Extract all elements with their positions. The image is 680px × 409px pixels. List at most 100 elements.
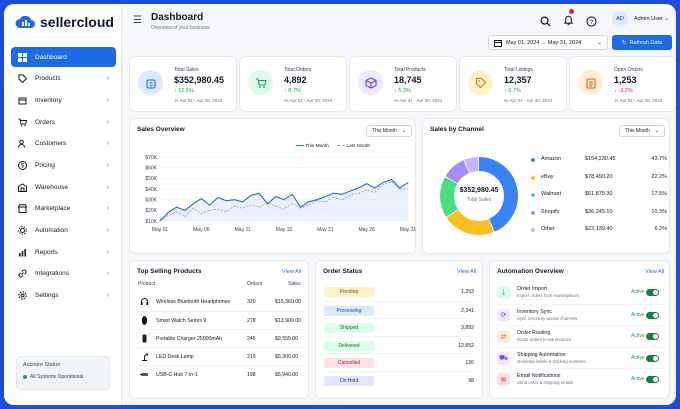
kpi-change-value: -3.2% — [618, 88, 633, 94]
automation-list: ⤓ Order Import Import orders from marketpl… — [497, 282, 665, 390]
sidebar-item-products[interactable]: Products › — [11, 69, 116, 89]
sales-by-channel-card: Sales by Channel This Month ⌄ $352,980.45… — [422, 118, 670, 254]
search-icon[interactable] — [540, 16, 551, 27]
avatar[interactable]: AD — [612, 11, 628, 27]
kpi-card-total-sales[interactable]: $ Total Sales $352,980.45 ↑ 12.5% vs Apr 01 … — [129, 56, 237, 112]
kpi-change: ↑ 8.7% — [284, 88, 301, 94]
automation-row: ⤓ Order Import Import orders from marketpl… — [497, 282, 665, 304]
header-icons: ? — [540, 9, 597, 30]
kpi-card-total-orders[interactable]: Total Orders 4,892 ↑ 8.7% vs Apr 01 - Apr 3… — [239, 56, 347, 112]
status-row[interactable]: Shipped 3,892 — [324, 318, 476, 336]
status-row[interactable]: On Hold 98 — [324, 370, 476, 389]
automation-status: Active — [631, 311, 645, 318]
channel-pct: 6.2% — [654, 226, 667, 232]
top-products-view-all[interactable]: View All — [282, 269, 302, 275]
data-point-this-month — [167, 212, 169, 213]
channel-pct: 43.7% — [651, 156, 667, 162]
automation-toggle[interactable] — [646, 289, 659, 296]
automation-desc: Sync inventory across channels — [517, 315, 578, 321]
kpi-label: Total Sales — [174, 67, 199, 73]
automation-toggle[interactable] — [646, 333, 659, 340]
sidebar-item-pricing[interactable]: $ Pricing › — [11, 155, 116, 175]
channel-legend-row: Amazon $154,230.45 43.7% — [531, 156, 667, 174]
data-point-last-month — [399, 188, 401, 190]
product-name: LED Desk Lamp — [156, 354, 194, 360]
sidebar-item-marketplace[interactable]: Marketplace › — [11, 199, 116, 219]
sidebar-item-label: Dashboard — [35, 53, 67, 61]
automation-view-all[interactable]: View All — [645, 269, 665, 275]
automation-desc: Import orders from marketplaces — [517, 293, 580, 298]
x-tick-label: May 31 — [400, 227, 417, 233]
date-range-picker[interactable]: May 01, 2024 → May 31, 2024 ⌄ — [488, 35, 608, 50]
notifications-button[interactable] — [563, 9, 574, 30]
sidebar-item-inventory[interactable]: Inventory › — [11, 90, 116, 110]
status-row[interactable]: Delivered 12,652 — [324, 335, 476, 354]
table-row[interactable]: Wireless Bluetooth Headphones 320 $15,360.… — [138, 293, 306, 311]
refresh-data-button[interactable]: ↻ Refresh Data — [612, 35, 672, 50]
kpi-card-total-products[interactable]: Total Products 18,745 ↑ 5.3% vs Apr 01 - Ap… — [349, 56, 457, 112]
headphones-icon — [140, 297, 149, 308]
svg-text:$: $ — [20, 164, 24, 170]
route-icon: ⇄ — [497, 330, 510, 343]
user-menu[interactable]: Admin User ⌄ — [634, 16, 669, 22]
kpi-change-value: 12.5% — [178, 88, 194, 94]
y-tick-label: $70K — [145, 155, 157, 161]
status-row[interactable]: Processing 2,341 — [324, 300, 476, 319]
kpi-card-open-orders[interactable]: Open Orders 1,253 ↓ -3.2% vs Apr 01 - Apr 3… — [569, 56, 676, 112]
sidebar-item-orders[interactable]: Orders › — [11, 112, 116, 132]
channel-filter[interactable]: This Month ⌄ — [619, 125, 665, 137]
kpi-label: Total Orders — [284, 67, 312, 73]
kpi-card-total-listings[interactable]: Total Listings 12,357 ↑ 6.7% vs Apr 01 - Ap… — [459, 56, 567, 112]
pie-slice-ebay[interactable] — [440, 157, 518, 235]
table-row[interactable]: USB-C Hub 7-in-1 198 $5,940.00 — [138, 365, 306, 383]
status-row[interactable]: Pending 1,253 — [324, 283, 476, 301]
x-tick-label: May 01 — [152, 227, 169, 233]
sidebar-item-label: Integrations — [35, 270, 69, 278]
chevron-right-icon: › — [106, 205, 109, 213]
data-point-this-month — [283, 199, 285, 201]
channel-name: Walmart — [541, 191, 562, 197]
data-point-this-month — [399, 187, 401, 189]
sidebar-item-warehouse[interactable]: Warehouse › — [11, 177, 116, 197]
order-status-view-all[interactable]: View All — [457, 269, 477, 275]
automation-toggle[interactable] — [646, 311, 659, 319]
cloud-logo-icon — [15, 15, 35, 28]
table-row[interactable]: Portable Charger 25000mAh 245 $9,555.00 — [138, 329, 306, 347]
data-point-last-month — [324, 201, 326, 203]
sidebar-item-settings[interactable]: Settings › — [11, 286, 116, 306]
data-point-this-month — [407, 182, 409, 184]
data-point-this-month — [225, 200, 227, 202]
date-range-text: May 01, 2024 → May 31, 2024 — [506, 39, 582, 46]
automation-toggle[interactable] — [646, 376, 659, 383]
sidebar-item-label: Marketplace — [35, 205, 71, 213]
automation-toggle[interactable] — [646, 354, 659, 362]
pie-slice-amazon[interactable] — [440, 157, 518, 235]
chevron-right-icon: › — [106, 140, 109, 148]
table-row[interactable]: LED Desk Lamp 210 $6,300.00 — [138, 347, 306, 365]
table-row[interactable]: Smart Watch Series 9 278 $13,900.00 — [138, 311, 306, 329]
sidebar-item-dashboard[interactable]: Dashboard — [11, 47, 116, 67]
sidebar-item-automation[interactable]: Automation › — [11, 221, 116, 241]
data-point-last-month — [225, 211, 227, 212]
x-tick-label: May 26 — [358, 227, 375, 233]
data-point-this-month — [258, 192, 260, 194]
order-status-title: Order Status — [323, 268, 363, 275]
tag-icon — [17, 74, 27, 84]
pie-slice-walmart[interactable] — [440, 157, 518, 235]
sales-overview-filter[interactable]: This Month ⌄ — [366, 125, 412, 137]
channel-name: Shopify — [541, 208, 560, 215]
logo[interactable]: sellercloud — [14, 14, 114, 30]
status-row[interactable]: Cancelled 126 — [324, 353, 476, 371]
desk-lamp-icon — [140, 352, 149, 363]
sidebar-item-integrations[interactable]: Integrations › — [11, 264, 116, 284]
status-dot-icon — [23, 375, 27, 379]
chevron-down-icon: ⌄ — [401, 128, 406, 134]
users-icon — [17, 139, 27, 149]
sidebar-item-reports[interactable]: Reports › — [11, 242, 116, 262]
settings-icon — [17, 291, 27, 301]
sidebar-item-customers[interactable]: Customers › — [11, 134, 116, 154]
product-sales: $6,300.00 — [275, 354, 299, 360]
menu-icon[interactable]: ☰ — [133, 15, 142, 26]
data-point-this-month — [349, 190, 351, 192]
help-icon[interactable]: ? — [586, 15, 597, 27]
